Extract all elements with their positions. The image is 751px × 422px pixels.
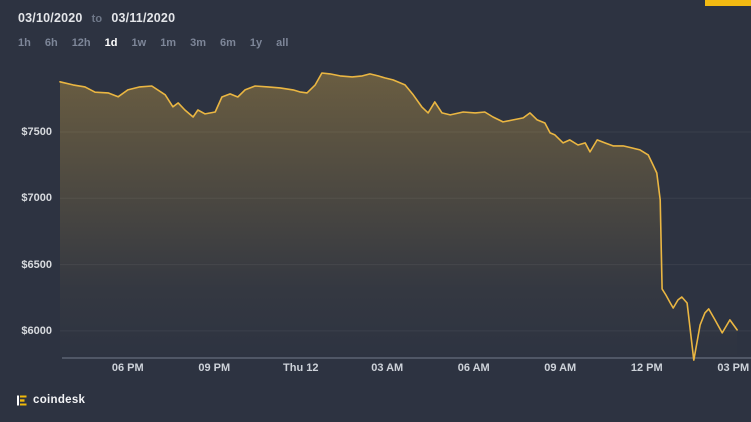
x-axis-label: 03 AM [371,362,404,374]
y-axis-label: $7500 [21,125,52,138]
y-axis-label: $6000 [21,324,52,337]
coindesk-logo-icon [17,395,27,405]
date-to[interactable]: 03/11/2020 [111,11,176,25]
x-axis-label: 03 PM [717,362,750,374]
price-chart-svg [59,72,751,361]
date-range: 03/10/2020 to 03/11/2020 [18,11,288,25]
range-button-12h[interactable]: 12h [71,37,91,49]
range-button-6h[interactable]: 6h [44,37,58,49]
coindesk-logo[interactable]: coindesk [17,394,85,406]
time-range-selector: 1h 6h 12h 1d 1w 1m 3m 6m 1y all [18,37,288,49]
x-axis-label: Thu 12 [283,362,319,374]
x-axis-label: 12 PM [630,362,663,374]
y-axis-label: $6500 [21,258,52,271]
x-axis-label: 06 AM [457,362,490,374]
price-area-fill [60,73,738,361]
range-button-3m[interactable]: 3m [190,37,206,49]
price-line [59,72,738,361]
range-button-1y[interactable]: 1y [249,37,263,49]
price-chart-plot[interactable] [59,65,751,365]
range-button-6m[interactable]: 6m [220,37,236,49]
range-button-1h[interactable]: 1h [18,37,31,49]
chart-header: 03/10/2020 to 03/11/2020 1h 6h 12h 1d 1w 1m 3m… [18,11,288,49]
brand-name: coindesk [33,394,86,406]
range-button-all[interactable]: all [276,37,289,49]
date-from[interactable]: 03/10/2020 [18,11,83,25]
range-button-1m[interactable]: 1m [160,37,177,49]
x-axis-label: 06 PM [111,362,144,374]
x-axis-label: 09 AM [544,362,577,374]
y-axis-label: $7000 [21,192,52,205]
top-right-accent-bar [705,0,751,6]
range-button-1d[interactable]: 1d [104,37,118,49]
range-button-1w[interactable]: 1w [131,37,147,49]
date-range-separator: to [91,13,103,25]
x-axis-label: 09 PM [198,362,231,374]
